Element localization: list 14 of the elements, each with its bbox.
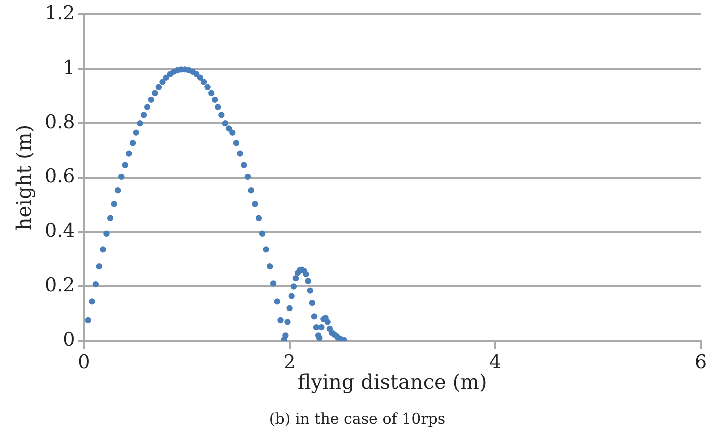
x-tick-label: 6 (694, 352, 708, 374)
y-tick-label: 0.8 (45, 111, 76, 134)
y-axis-title: height (m) (12, 124, 36, 231)
y-tick-label: 0.4 (45, 220, 76, 242)
y-tick-label: 0 (63, 329, 76, 352)
y-tick-label: 1 (63, 56, 76, 79)
y-tick-label: 0.2 (45, 274, 76, 297)
x-axis-title: flying distance (m) (298, 370, 488, 394)
y-tick-label: 0.6 (45, 166, 76, 188)
x-tick-label: 4 (489, 352, 502, 374)
text: (b) in the case of 10rps (268, 410, 447, 428)
x-tick-label: 0 (78, 352, 90, 374)
y-tick-label: 1.2 (45, 2, 76, 24)
x-tick-label: 2 (284, 352, 296, 374)
